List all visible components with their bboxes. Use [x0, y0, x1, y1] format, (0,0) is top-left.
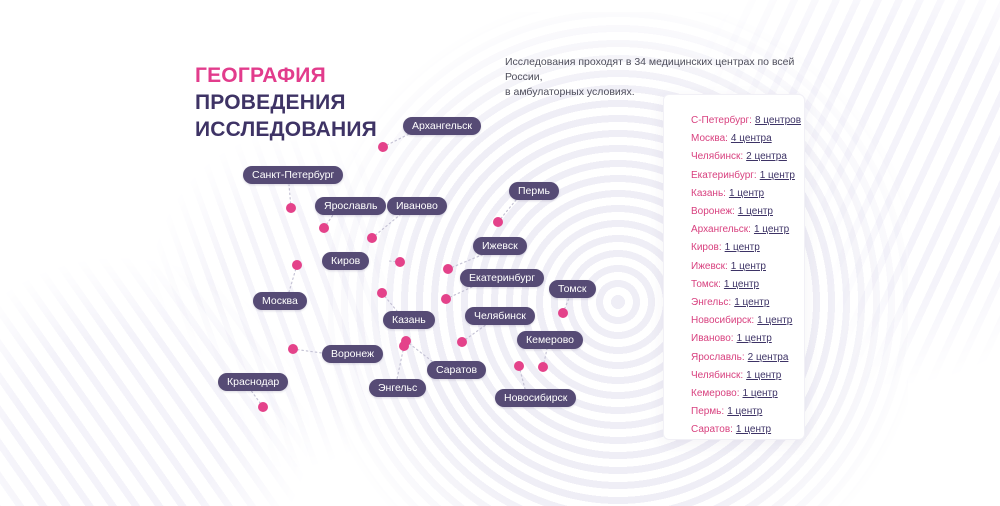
center-count-link[interactable]: 1 центр	[759, 169, 795, 181]
center-count-link[interactable]: 1 центр	[734, 297, 770, 309]
center-count-link[interactable]: 1 центр	[723, 278, 760, 290]
center-city: Саратов:	[691, 424, 733, 436]
center-city: Челябинск:	[691, 151, 744, 163]
center-count-link[interactable]: 1 центр	[730, 260, 766, 272]
city-pill-tomsk: Томск	[549, 280, 596, 298]
center-city: Кемерово:	[691, 388, 740, 400]
center-count-link[interactable]: 4 центра	[730, 133, 772, 145]
city-pill-sankt-peterburg: Санкт-Петербург	[243, 166, 344, 184]
city-dot-tomsk	[558, 308, 568, 318]
center-row-saratov: Саратов: 1 центр	[691, 421, 804, 439]
centers-panel: С-Петербург: 8 центров Москва: 4 центра Че…	[663, 94, 805, 440]
city-dot-krasnodar	[258, 402, 268, 412]
city-pill-voronezh: Воронеж	[322, 345, 384, 363]
center-count-link[interactable]: 2 центра	[747, 351, 789, 363]
city-dot-moskva	[292, 260, 302, 270]
city-pill-ivanovo: Иваново	[387, 197, 447, 215]
city-pill-kazan: Казань	[383, 311, 435, 329]
center-count-link[interactable]: 1 центр	[736, 333, 772, 345]
city-pill-ekaterinburg: Екатеринбург	[460, 269, 545, 287]
center-count-link[interactable]: 1 центр	[757, 315, 793, 327]
center-row-moskva: Москва: 4 центра	[691, 130, 804, 148]
city-dot-kirov	[395, 257, 405, 267]
city-pill-kemerovo: Кемерово	[517, 331, 583, 349]
city-pill-perm: Пермь	[509, 182, 559, 200]
city-dot-saratov	[401, 336, 411, 346]
center-row-arkhangelsk: Архангельск: 1 центр	[691, 221, 804, 239]
city-dot-yaroslavl	[319, 223, 329, 233]
center-row-engels: Энгельс: 1 центр	[691, 294, 804, 312]
city-dot-izhevsk	[443, 264, 453, 274]
city-pill-yaroslavl: Ярославль	[315, 197, 387, 215]
center-count-link[interactable]: 1 центр	[727, 406, 763, 418]
center-count-link[interactable]: 1 центр	[746, 369, 782, 381]
center-count-link[interactable]: 1 центр	[753, 224, 790, 236]
city-pill-kirov: Киров	[322, 252, 370, 270]
center-row-kemerovo: Кемерово: 1 центр	[691, 385, 804, 403]
center-count-link[interactable]: 2 центра	[746, 151, 787, 163]
subtitle-line-1: Исследования проходят в 34 медицинских ц…	[505, 56, 795, 83]
city-dot-novosibirsk	[514, 361, 524, 371]
center-city: Ижевск:	[691, 260, 728, 272]
center-city: Киров:	[691, 242, 722, 254]
page-subtitle: Исследования проходят в 34 медицинских ц…	[505, 55, 805, 100]
center-row-chelyabinsk: Челябинск: 2 центра	[691, 148, 804, 166]
city-pill-moskva: Москва	[253, 292, 307, 310]
center-count-link[interactable]: 1 центр	[742, 388, 778, 400]
center-count-link[interactable]: 8 центров	[754, 115, 802, 126]
center-row-kazan: Казань: 1 центр	[691, 185, 804, 203]
city-dot-ekaterinburg	[441, 294, 451, 304]
city-dot-ivanovo	[367, 233, 377, 243]
center-city: Казань:	[691, 187, 726, 199]
center-row-s-peterburg: С-Петербург: 8 центров	[691, 112, 804, 130]
center-city: Архангельск:	[691, 224, 751, 236]
page-title: ГЕОГРАФИЯ ПРОВЕДЕНИЯ ИССЛЕДОВАНИЯ	[195, 62, 471, 143]
subtitle-line-2: в амбулаторных условиях.	[505, 86, 635, 98]
center-count-link[interactable]: 1 центр	[728, 187, 765, 199]
center-row-ivanovo: Иваново: 1 центр	[691, 330, 804, 348]
center-row-tomsk: Томск: 1 центр	[691, 276, 804, 294]
center-city: Ярославль:	[691, 351, 745, 363]
center-row-ekaterinburg: Екатеринбург: 1 центр	[691, 167, 804, 185]
center-count-link[interactable]: 1 центр	[724, 242, 760, 254]
page-title-highlight: ГЕОГРАФИЯ	[195, 64, 326, 88]
center-city: С-Петербург:	[691, 115, 752, 126]
center-city: Энгельс:	[691, 297, 732, 309]
center-city: Москва:	[691, 133, 728, 145]
center-row-voronezh: Воронеж: 1 центр	[691, 203, 804, 221]
center-city: Воронеж:	[691, 206, 735, 218]
city-pill-izhevsk: Ижевск	[473, 237, 527, 255]
city-dot-kemerovo	[538, 362, 548, 372]
page-title-rest: ПРОВЕДЕНИЯ ИССЛЕДОВАНИЯ	[195, 91, 377, 142]
center-city: Томск:	[691, 278, 721, 290]
center-city: Пермь:	[691, 406, 725, 418]
center-city: Челябинск:	[691, 369, 744, 381]
city-dot-arkhangelsk	[378, 142, 388, 152]
city-pill-arkhangelsk: Архангельск	[403, 117, 482, 135]
center-row-izhevsk: Ижевск: 1 центр	[691, 258, 804, 276]
center-row-chelyabinsk-2: Челябинск: 1 центр	[691, 367, 804, 385]
city-dot-chelyabinsk	[457, 337, 467, 347]
center-row-yaroslavl: Ярославль: 2 центра	[691, 349, 804, 367]
city-dot-sankt-peterburg	[286, 203, 296, 213]
city-dot-engels	[399, 341, 409, 351]
center-city: Новосибирск:	[691, 315, 755, 327]
center-count-link[interactable]: 1 центр	[735, 424, 772, 436]
city-dot-kazan	[377, 288, 387, 298]
center-row-perm: Пермь: 1 центр	[691, 403, 804, 421]
city-pill-chelyabinsk: Челябинск	[465, 307, 535, 325]
city-pill-engels: Энгельс	[369, 379, 427, 397]
city-dot-voronezh	[288, 344, 298, 354]
center-row-novosibirsk: Новосибирск: 1 центр	[691, 312, 804, 330]
center-city: Иваново:	[691, 333, 734, 345]
center-row-kirov: Киров: 1 центр	[691, 239, 804, 257]
center-city: Екатеринбург:	[691, 169, 757, 181]
center-count-link[interactable]: 1 центр	[737, 206, 773, 218]
city-pill-saratov: Саратов	[427, 361, 487, 379]
city-dot-perm	[493, 217, 503, 227]
city-pill-novosibirsk: Новосибирск	[495, 389, 577, 407]
city-pill-krasnodar: Краснодар	[218, 373, 289, 391]
